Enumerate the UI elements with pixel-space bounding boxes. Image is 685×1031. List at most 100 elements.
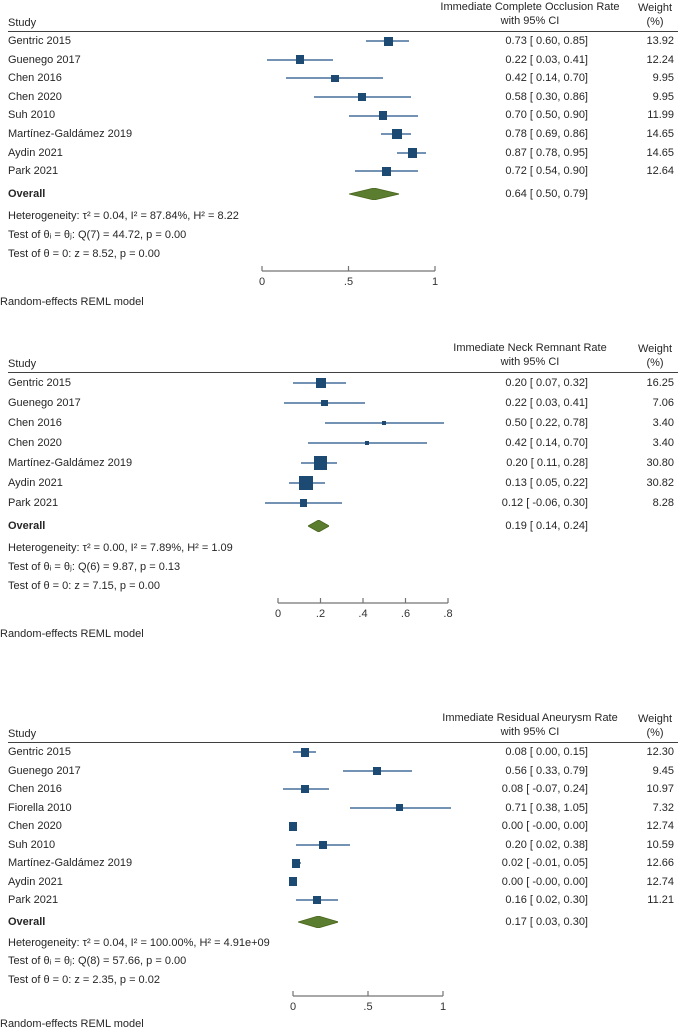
heterogeneity-text: Heterogeneity: τ² = 0.04, I² = 100.00%, …	[8, 936, 270, 949]
study-label: Chen 2020	[8, 820, 62, 832]
weight-header-line2: (%)	[646, 357, 664, 369]
study-row: Fiorella 2010 0.71 [ 0.38, 1.05] 7.32	[0, 799, 685, 818]
header-rule	[8, 742, 678, 743]
forest-plot-panel: Immediate Residual Aneurysm Rate with 95%…	[0, 711, 685, 1031]
estimate-text: 0.78 [ 0.69, 0.86]	[505, 127, 588, 140]
study-label: Gentric 2015	[8, 377, 71, 389]
x-axis-tick-label: 0	[259, 276, 265, 288]
overall-row: Overall 0.17 [ 0.03, 0.30]	[0, 910, 685, 934]
effect-square	[381, 420, 387, 426]
weight-text: 10.97	[646, 783, 674, 795]
weight-column-header: Weight (%)	[630, 1, 680, 29]
x-axis: 0 .2 .4 .6 .8	[275, 598, 453, 620]
estimate-text: 0.56 [ 0.33, 0.79]	[505, 764, 588, 777]
effect-square	[288, 821, 298, 831]
study-row: Chen 2020 0.00 [ -0.00, 0.00] 12.74	[0, 817, 685, 836]
x-axis-tick-label: .5	[344, 276, 353, 288]
study-label: Chen 2020	[8, 437, 62, 449]
estimate-text: 0.08 [ -0.07, 0.24]	[501, 783, 588, 795]
test-theta-text: Test of θᵢ = θⱼ: Q(8) = 57.66, p = 0.00	[8, 955, 187, 967]
model-label: Random-effects REML model	[0, 295, 144, 308]
study-row: Chen 2016 0.08 [ -0.07, 0.24] 10.97	[0, 780, 685, 799]
study-label: Park 2021	[8, 894, 59, 906]
effect-column-subtitle: with 95% CI	[500, 15, 560, 27]
weight-header-line2: (%)	[646, 727, 664, 739]
estimate-text: 0.70 [ 0.50, 0.90]	[505, 109, 588, 122]
study-label: Chen 2020	[8, 90, 62, 103]
estimate-text: 0.02 [ -0.01, 0.05]	[501, 857, 588, 869]
estimate-text: 0.20 [ 0.11, 0.28]	[506, 457, 588, 469]
weight-text: 7.06	[652, 397, 674, 409]
overall-estimate-text: 0.17 [ 0.03, 0.30]	[505, 915, 588, 928]
study-label: Gentric 2015	[8, 746, 71, 758]
weight-text: 30.82	[646, 477, 674, 489]
test-theta-text: Test of θᵢ = θⱼ: Q(6) = 9.87, p = 0.13	[8, 561, 181, 573]
effect-square	[382, 167, 391, 176]
study-label: Gentric 2015	[8, 35, 71, 47]
study-label: Chen 2016	[8, 72, 62, 85]
study-label: Aydin 2021	[8, 875, 63, 888]
weight-header-line1: Weight	[637, 713, 673, 725]
weight-header-line1: Weight	[637, 343, 673, 355]
estimate-text: 0.73 [ 0.60, 0.85]	[505, 35, 588, 47]
overall-diamond	[348, 187, 399, 200]
weight-text: 14.65	[646, 146, 674, 159]
study-column-header: Study	[8, 728, 37, 740]
weight-text: 12.66	[646, 857, 674, 869]
x-axis-tick-label: .6	[401, 608, 410, 620]
study-row: Chen 2020 0.42 [ 0.14, 0.70] 3.40	[0, 433, 685, 453]
header-rule	[8, 31, 678, 32]
weight-text: 9.45	[652, 764, 674, 777]
effect-square	[378, 111, 388, 121]
study-label: Chen 2016	[8, 417, 62, 429]
weight-column-header: Weight (%)	[630, 712, 680, 740]
estimate-text: 0.42 [ 0.14, 0.70]	[505, 437, 588, 449]
weight-text: 9.95	[652, 72, 674, 85]
study-row: Gentric 2015 0.20 [ 0.07, 0.32] 16.25	[0, 373, 685, 393]
effect-square	[373, 766, 381, 775]
effect-square	[364, 440, 370, 446]
effect-column-subtitle: with 95% CI	[500, 356, 560, 368]
study-row: Martínez-Galdámez 2019 0.02 [ -0.01, 0.05…	[0, 854, 685, 873]
study-label: Guenego 2017	[8, 397, 81, 409]
weight-header-line2: (%)	[646, 16, 664, 28]
effect-square	[299, 499, 308, 507]
estimate-text: 0.20 [ 0.07, 0.32]	[505, 377, 588, 389]
overall-diamond	[307, 520, 330, 532]
effect-square	[313, 456, 328, 470]
weight-column-header: Weight (%)	[630, 342, 680, 370]
study-row: Aydin 2021 0.00 [ -0.00, 0.00] 12.74	[0, 873, 685, 892]
study-label: Martínez-Galdámez 2019	[8, 127, 133, 140]
overall-row: Overall 0.19 [ 0.14, 0.24]	[0, 513, 685, 539]
effect-square	[315, 378, 326, 389]
study-row: Suh 2010 0.20 [ 0.02, 0.38] 10.59	[0, 836, 685, 855]
study-label: Suh 2010	[8, 838, 56, 851]
study-label: Martínez-Galdámez 2019	[8, 457, 133, 469]
effect-square	[298, 476, 313, 490]
x-axis: 0.5 1	[259, 265, 438, 288]
weight-text: 12.24	[646, 53, 674, 66]
test-theta-text: Test of θᵢ = θⱼ: Q(7) = 44.72, p = 0.00	[8, 228, 187, 241]
study-row: Martínez-Galdámez 2019 0.20 [ 0.11, 0.28]…	[0, 453, 685, 473]
study-label: Park 2021	[8, 497, 59, 509]
x-axis-tick-label: .5	[363, 1001, 372, 1013]
effect-square	[330, 74, 339, 83]
x-axis: 0.5 1	[290, 991, 446, 1013]
study-label: Fiorella 2010	[8, 801, 72, 814]
panel-header: Immediate Neck Remnant Rate with 95% CI We…	[0, 341, 685, 373]
heterogeneity-text: Heterogeneity: τ² = 0.00, I² = 7.89%, H²…	[8, 542, 233, 554]
study-label: Guenego 2017	[8, 53, 81, 66]
weight-text: 8.28	[652, 497, 674, 509]
study-row: Aydin 2021 0.87 [ 0.78, 0.95] 14.65	[0, 144, 685, 163]
effect-square	[288, 877, 298, 887]
model-label: Random-effects REML model	[0, 628, 144, 640]
effect-square	[300, 785, 310, 794]
weight-text: 11.99	[647, 109, 674, 122]
estimate-text: 0.20 [ 0.02, 0.38]	[505, 838, 588, 851]
study-row: Guenego 2017 0.22 [ 0.03, 0.41] 12.24	[0, 51, 685, 70]
study-row: Suh 2010 0.70 [ 0.50, 0.90] 11.99	[0, 106, 685, 125]
study-row: Guenego 2017 0.56 [ 0.33, 0.79] 9.45	[0, 762, 685, 781]
study-row: Gentric 2015 0.73 [ 0.60, 0.85] 13.92	[0, 32, 685, 51]
effect-square	[383, 36, 393, 46]
weight-text: 12.30	[646, 746, 674, 758]
